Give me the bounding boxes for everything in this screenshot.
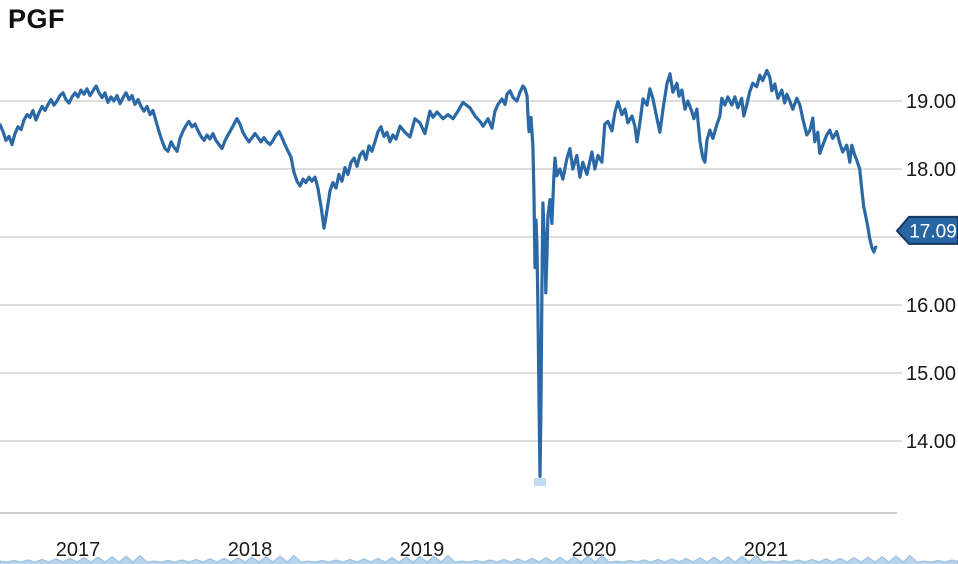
last-price-label: 17.09 xyxy=(909,222,957,243)
preview-strip xyxy=(0,554,958,564)
x-axis-label: 2018 xyxy=(228,539,273,561)
y-axis-label: 16.00 xyxy=(906,295,956,317)
y-axis-label: 14.00 xyxy=(906,431,956,453)
x-axis-label: 2020 xyxy=(572,539,617,561)
x-axis-label: 2021 xyxy=(744,539,789,561)
price-line xyxy=(0,68,878,478)
x-axis-label: 2017 xyxy=(56,539,101,561)
y-axis-label: 19.00 xyxy=(906,91,956,113)
ticker-title: PGF xyxy=(8,4,66,34)
y-axis-label: 15.00 xyxy=(906,363,956,385)
y-axis-label: 18.00 xyxy=(906,159,956,181)
last-price-badge xyxy=(895,215,958,245)
x-axis-label: 2019 xyxy=(400,539,445,561)
spike-shadow xyxy=(534,478,546,486)
